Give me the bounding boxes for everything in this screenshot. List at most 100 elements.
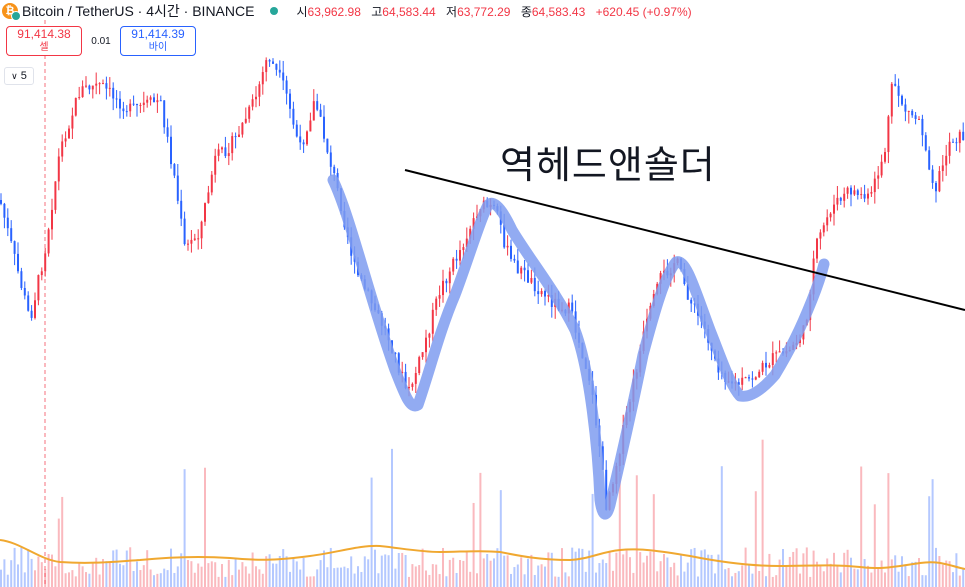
candle-body <box>112 87 115 99</box>
volume-bar <box>435 564 438 587</box>
sell-label: 셀 <box>39 42 49 53</box>
volume-bar <box>819 564 822 587</box>
volume-bar <box>748 564 750 587</box>
volume-bar <box>714 573 716 587</box>
candle-body <box>544 291 546 297</box>
volume-bar <box>88 573 91 587</box>
volume-bar <box>683 571 686 587</box>
volume-bar <box>839 572 842 587</box>
candle-body <box>170 136 172 165</box>
volume-bar <box>778 559 781 587</box>
candle-body <box>61 141 64 157</box>
candle-body <box>431 309 434 334</box>
trade-panel: 91,414.38 셀 0.01 91,414.39 바이 <box>6 26 196 56</box>
volume-bar <box>438 574 441 587</box>
volume-bar <box>105 561 108 587</box>
indicator-collapse-button[interactable]: ∨ 5 <box>4 67 34 85</box>
volume-bar <box>207 563 210 587</box>
candle-body <box>251 99 254 107</box>
volume-bar <box>312 576 315 587</box>
volume-bar <box>248 573 251 587</box>
volume-bar <box>873 504 876 587</box>
volume-bar <box>323 550 325 587</box>
volume-bar <box>336 567 339 587</box>
volume-bar <box>197 563 200 587</box>
sell-button[interactable]: 91,414.38 셀 <box>6 26 82 56</box>
candle-body <box>884 152 886 162</box>
volume-bar <box>200 566 203 587</box>
change-value: +620.45 (+0.97%) <box>595 4 692 19</box>
volume-bar <box>176 566 179 587</box>
volume-bar <box>278 555 281 587</box>
volume-moving-average <box>0 539 965 570</box>
candle-body <box>323 116 325 139</box>
volume-bar <box>98 574 101 587</box>
volume-bar <box>146 550 149 587</box>
volume-bar <box>350 556 353 587</box>
volume-bar <box>788 556 791 587</box>
volume-bar <box>867 565 869 587</box>
volume-bar <box>108 562 111 587</box>
volume-bar <box>418 565 421 587</box>
candle-body <box>850 187 852 195</box>
market-status-icon[interactable] <box>270 7 279 15</box>
candle-body <box>438 295 441 299</box>
candle-body <box>928 150 931 170</box>
volume-bar <box>836 565 839 587</box>
buy-button[interactable]: 91,414.39 바이 <box>120 26 196 56</box>
volume-bar <box>516 564 519 587</box>
volume-bar <box>724 569 727 587</box>
volume-bar <box>625 550 628 587</box>
volume-bar <box>768 553 771 587</box>
candle-body <box>85 85 87 87</box>
candle-body <box>452 258 455 272</box>
volume-bar <box>802 553 805 587</box>
volume-bar <box>561 548 563 587</box>
volume-bar <box>557 576 560 587</box>
volume-bar <box>663 554 665 587</box>
volume-bar <box>649 551 652 587</box>
candle-body <box>935 182 937 192</box>
volume-bar <box>71 570 74 587</box>
volume-bar <box>639 552 642 587</box>
volume-bar <box>612 570 614 587</box>
candle-body <box>856 190 859 196</box>
volume-bar <box>955 553 958 587</box>
volume-bar <box>221 564 223 587</box>
candle-body <box>911 110 914 116</box>
volume-bar <box>10 560 13 587</box>
candle-body <box>37 275 40 301</box>
inverse-head-and-shoulders-pattern <box>327 174 830 520</box>
volume-bar <box>448 559 451 587</box>
volume-bar <box>656 571 659 587</box>
volume-bar <box>901 556 903 587</box>
candle-body <box>955 142 958 144</box>
volume-bar <box>601 559 604 587</box>
candle-body <box>238 134 240 137</box>
candle-body <box>105 83 108 89</box>
volume-bar <box>149 569 152 587</box>
candle-body <box>860 194 863 196</box>
candle-body <box>6 217 9 229</box>
candle-body <box>843 193 846 201</box>
candle-body <box>125 111 128 113</box>
volume-bar <box>941 564 944 587</box>
candle-body <box>299 136 302 143</box>
candle-body <box>292 108 295 125</box>
volume-bar <box>931 479 934 587</box>
candle-body <box>326 138 329 153</box>
volume-bar <box>299 569 302 587</box>
volume-bar <box>452 557 455 587</box>
candle-body <box>217 149 220 156</box>
candle-body <box>411 383 414 387</box>
symbol-title[interactable]: Bitcoin / TetherUS · 4시간 · BINANCE <box>22 3 255 19</box>
volume-bar <box>659 561 662 587</box>
volume-bar <box>316 569 319 587</box>
volume-bar <box>445 576 448 587</box>
volume-bar <box>894 555 897 587</box>
volume-bar <box>408 576 410 587</box>
volume-bar <box>295 561 298 587</box>
candle-body <box>513 258 516 261</box>
